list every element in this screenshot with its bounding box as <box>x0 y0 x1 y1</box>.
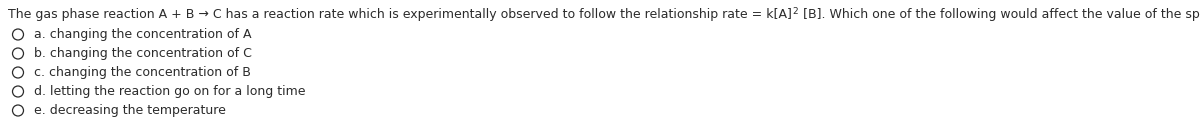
Text: 2: 2 <box>792 7 798 16</box>
Text: e. decreasing the temperature: e. decreasing the temperature <box>34 104 226 117</box>
Text: [B]. Which one of the following would affect the value of the specific rate cons: [B]. Which one of the following would af… <box>803 8 1200 21</box>
Text: The gas phase reaction A + B → C has a reaction rate which is experimentally obs: The gas phase reaction A + B → C has a r… <box>8 8 792 21</box>
Text: b. changing the concentration of C: b. changing the concentration of C <box>34 47 252 60</box>
Text: d. letting the reaction go on for a long time: d. letting the reaction go on for a long… <box>34 85 306 98</box>
Text: a. changing the concentration of A: a. changing the concentration of A <box>34 28 252 41</box>
Text: c. changing the concentration of B: c. changing the concentration of B <box>34 66 251 79</box>
